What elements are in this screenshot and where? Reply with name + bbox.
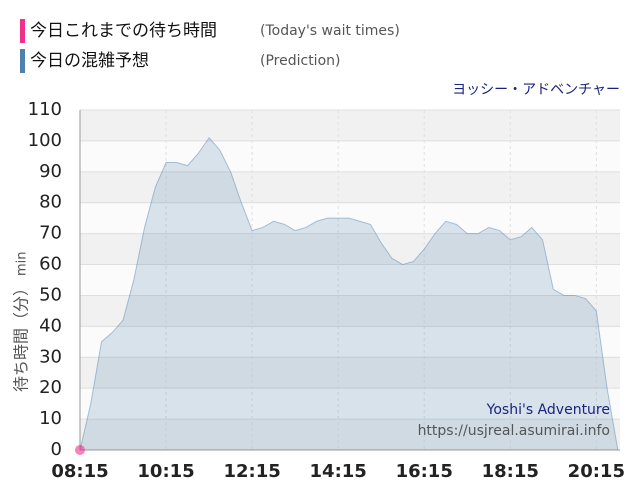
- grid-band: [80, 233, 620, 265]
- x-tick-label: 08:15: [51, 461, 108, 482]
- y-tick-label: 50: [39, 284, 62, 305]
- x-tick-label: 14:15: [310, 461, 367, 482]
- y-tick-label: 70: [39, 223, 62, 244]
- y-tick-label: 110: [28, 99, 62, 120]
- x-tick-label: 12:15: [223, 461, 280, 482]
- y-axis-title: 待ち時間（分） min: [12, 251, 31, 392]
- x-tick-label: 20:15: [568, 461, 625, 482]
- legend-label: 今日の混雑予想: [30, 51, 149, 71]
- y-tick-label: 90: [39, 161, 62, 182]
- y-tick-label: 40: [39, 315, 62, 336]
- plot-background: [80, 110, 620, 450]
- y-unit: min: [15, 251, 30, 276]
- y-tick-label: 60: [39, 254, 62, 275]
- point: [75, 445, 85, 455]
- legend-swatch: [20, 19, 25, 43]
- grid-band: [80, 171, 620, 203]
- y-tick-label: 80: [39, 192, 62, 213]
- grid-band: [80, 357, 620, 389]
- grid-band: [80, 295, 620, 327]
- legend-note: (Today's wait times): [260, 23, 400, 39]
- y-tick-label: 0: [51, 439, 62, 460]
- area-fill: [80, 137, 618, 450]
- legend-note: (Prediction): [260, 53, 340, 69]
- y-label: 待ち時間（分）: [12, 280, 31, 392]
- x-tick-label: 16:15: [396, 461, 453, 482]
- y-tick-label: 100: [28, 130, 62, 151]
- legend-swatch: [20, 49, 25, 73]
- grid-band: [80, 110, 620, 141]
- y-tick-label: 20: [39, 377, 62, 398]
- y-tick-label: 30: [39, 346, 62, 367]
- x-tick-label: 10:15: [137, 461, 194, 482]
- watermark: https://usjreal.asumirai.info: [418, 423, 610, 439]
- legend-label: 今日これまでの待ち時間: [30, 21, 217, 41]
- y-tick-label: 10: [39, 408, 62, 429]
- chart-title: ヨッシー・アドベンチャー: [452, 82, 620, 98]
- area-line: [79, 137, 619, 451]
- grid-band: [80, 419, 620, 450]
- x-tick-label: 18:15: [482, 461, 539, 482]
- plot: 0 10 20 30 40 50 60 70 80 90 100 110 08:15 10:15 12:15…: [28, 99, 625, 482]
- watermark: Yoshi's Adventure: [486, 402, 610, 418]
